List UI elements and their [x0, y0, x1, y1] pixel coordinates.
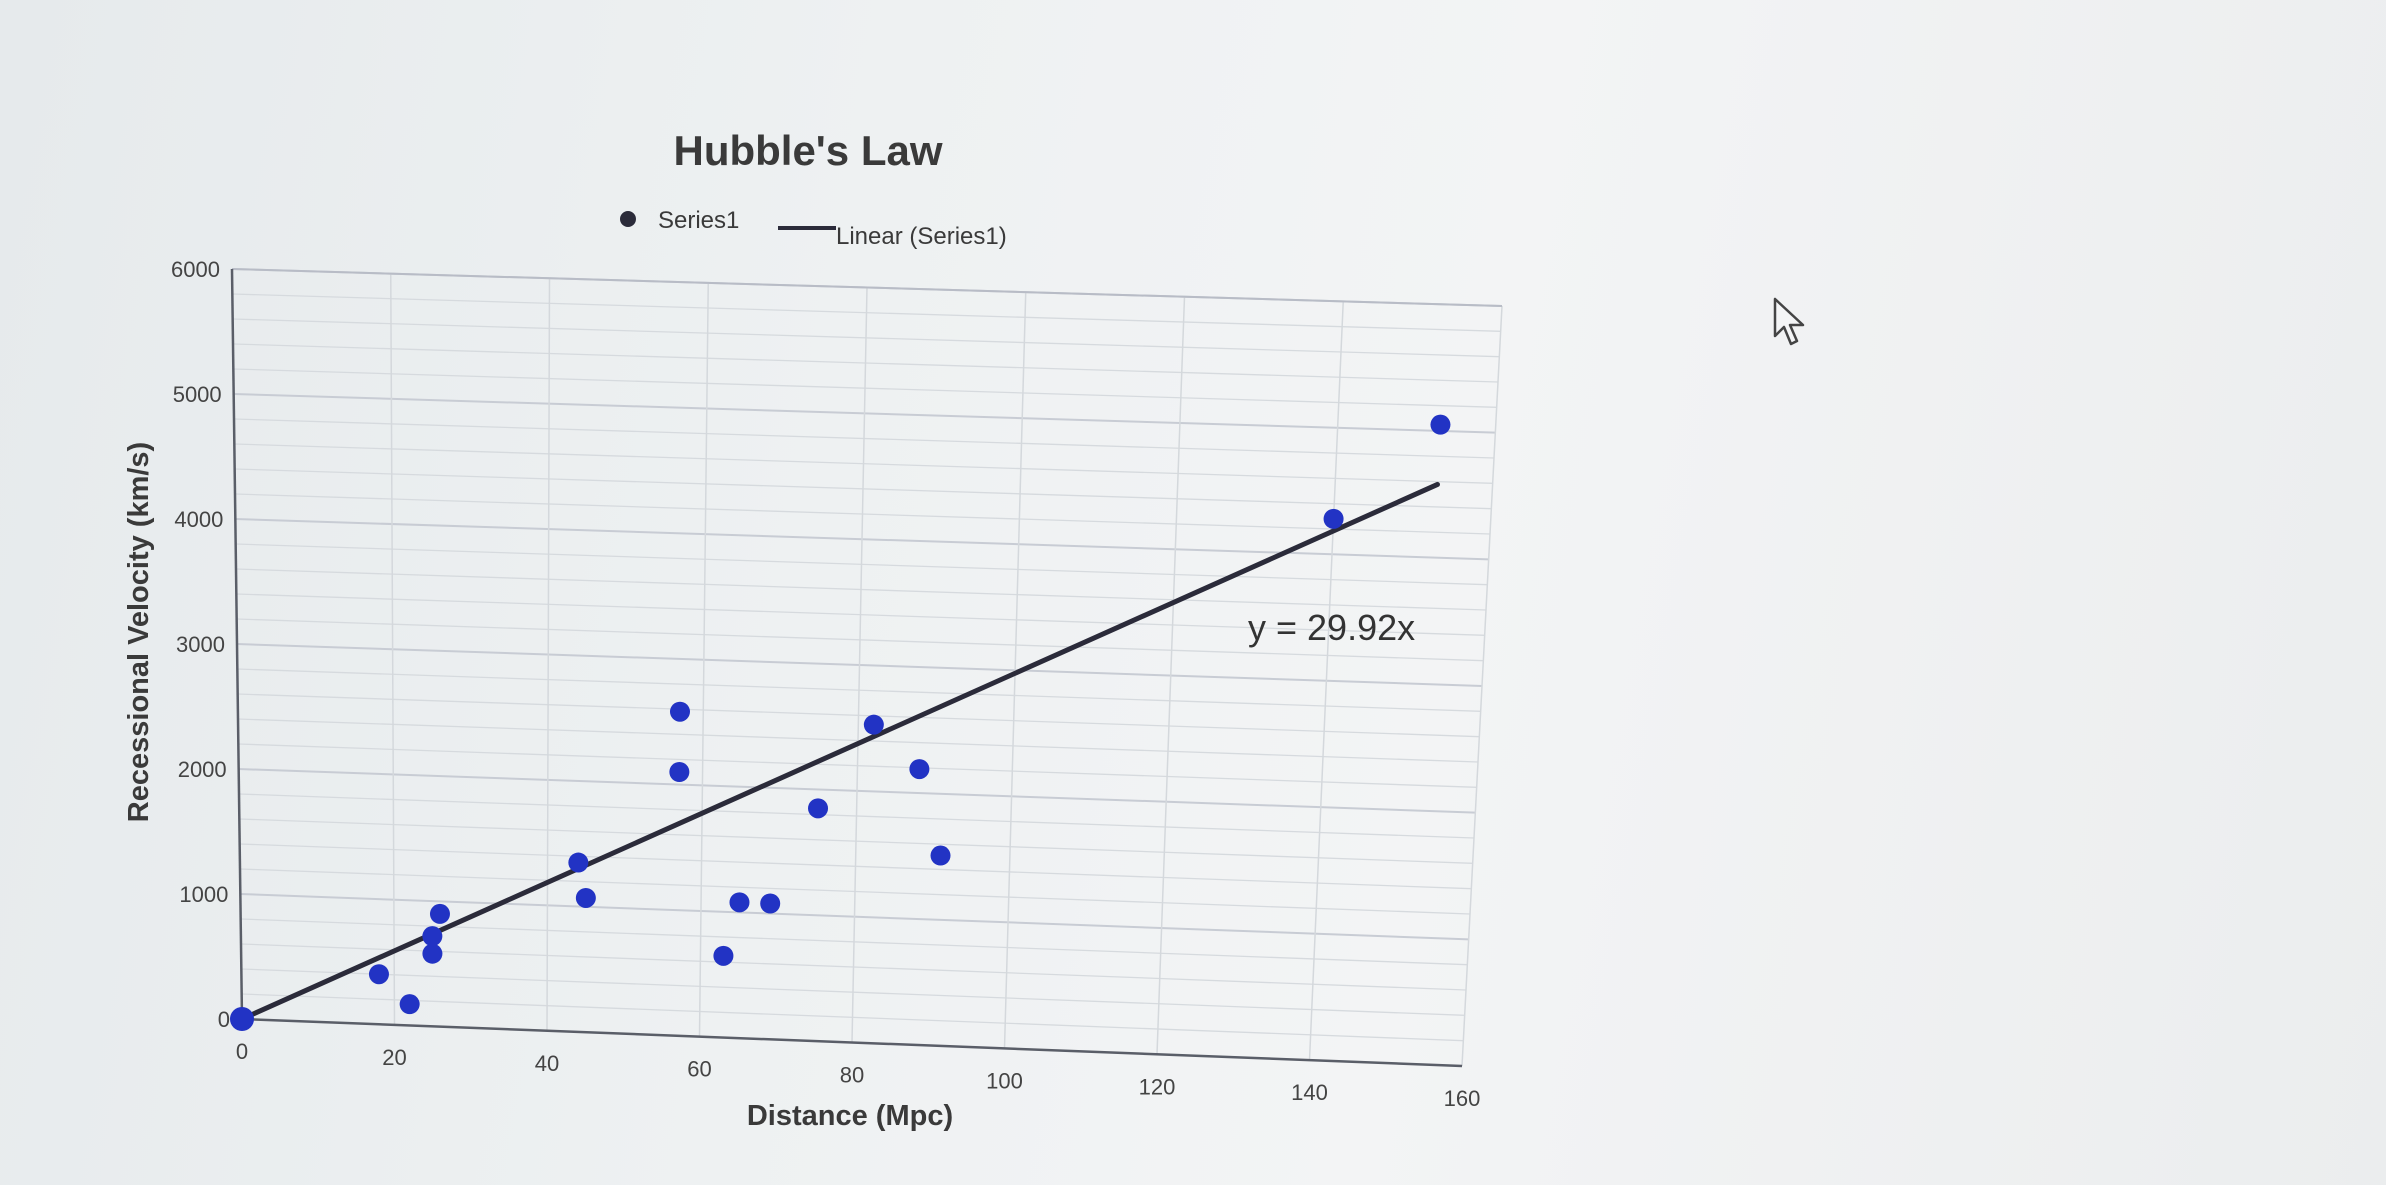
data-point [808, 798, 829, 819]
data-point [399, 994, 420, 1015]
x-axis-line [241, 1017, 1463, 1068]
data-point [422, 943, 443, 964]
data-point [1323, 508, 1344, 529]
legend-trendline-label: Linear (Series1) [836, 223, 1007, 250]
data-points [230, 414, 1451, 1031]
axes [230, 268, 1503, 1068]
data-point [669, 761, 690, 782]
x-tick-label: 100 [986, 1068, 1023, 1093]
x-axis-label: Distance (Mpc) [747, 1100, 953, 1132]
trendline-equation: y = 29.92x [1248, 607, 1415, 648]
chart-title: Hubble's Law [673, 127, 942, 174]
data-point [422, 926, 443, 947]
gridline-vertical [1003, 292, 1027, 1049]
y-tick-labels: 0 1000 2000 3000 4000 5000 6000 [171, 257, 230, 1032]
gridline-vertical [390, 273, 396, 1025]
x-tick-label: 160 [1444, 1086, 1481, 1111]
gridline-vertical [851, 287, 868, 1043]
gridline-vertical [546, 278, 551, 1031]
legend-series1-label: Series1 [658, 207, 739, 234]
data-point [713, 945, 734, 966]
gridline-vertical [1461, 305, 1503, 1067]
x-tick-label: 120 [1139, 1074, 1176, 1099]
data-point [230, 1007, 254, 1031]
data-point [930, 845, 951, 866]
y-tick-label: 5000 [173, 382, 222, 407]
data-point [1430, 414, 1451, 435]
y-tick-label: 1000 [179, 882, 228, 907]
y-tick-label: 4000 [174, 507, 223, 532]
legend: Series1 Linear (Series1) [620, 207, 1007, 250]
plot-border-top [231, 268, 1503, 307]
grid [231, 268, 1503, 1067]
data-point [729, 892, 750, 913]
gridline-vertical [1156, 296, 1186, 1055]
x-tick-label: 20 [382, 1045, 406, 1070]
y-tick-label: 6000 [171, 257, 220, 282]
data-point [760, 893, 781, 914]
x-tick-label: 40 [535, 1051, 559, 1076]
trendline [239, 481, 1440, 1022]
y-tick-label: 0 [218, 1007, 230, 1032]
data-point [429, 903, 450, 924]
gridline-vertical [1308, 301, 1344, 1061]
y-tick-label: 2000 [178, 757, 227, 782]
data-point [575, 887, 596, 908]
data-point [568, 852, 589, 873]
x-tick-labels: 0 20 40 60 80 100 120 140 160 [236, 1039, 1480, 1111]
x-tick-label: 0 [236, 1039, 248, 1064]
x-tick-label: 60 [687, 1057, 711, 1082]
data-point [368, 964, 389, 985]
data-point [669, 701, 690, 722]
arrow-cursor-icon [1773, 297, 1805, 346]
data-point [909, 759, 930, 780]
trendline-line [239, 481, 1440, 1022]
y-axis-label: Recessional Velocity (km/s) [123, 442, 155, 822]
legend-series1-marker [620, 211, 636, 227]
y-axis-line [230, 268, 244, 1020]
x-tick-label: 140 [1291, 1080, 1328, 1105]
y-tick-label: 3000 [176, 632, 225, 657]
gridline-vertical [698, 282, 709, 1037]
data-point [863, 714, 884, 735]
x-tick-label: 80 [840, 1063, 864, 1088]
